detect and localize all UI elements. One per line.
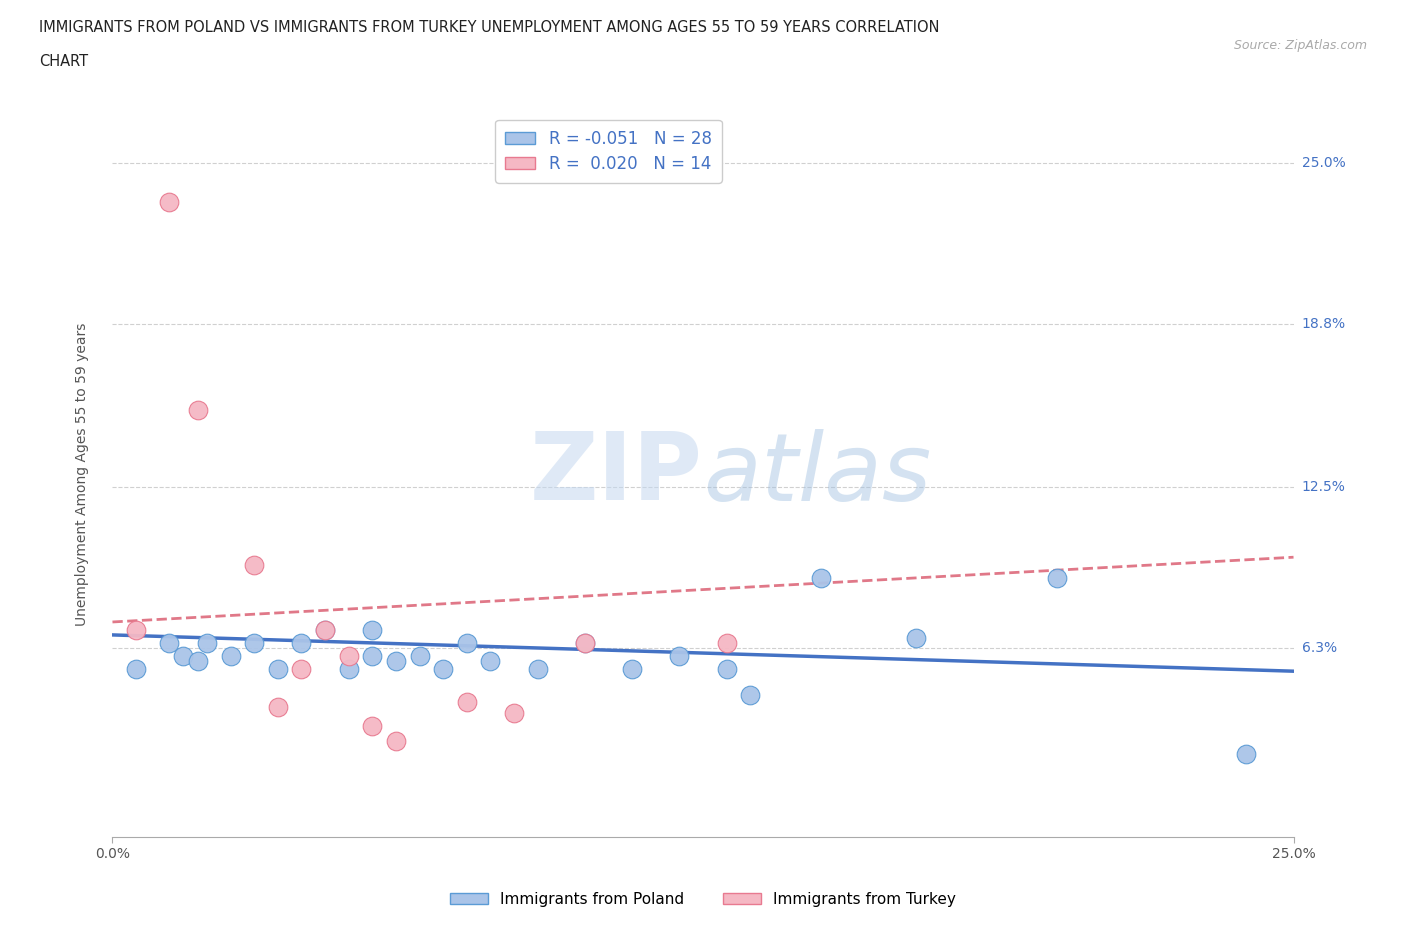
Point [361,622,384,637]
Point [668,648,690,663]
Point [243,635,266,650]
Point [186,654,208,669]
Text: 12.5%: 12.5% [1302,480,1346,494]
Text: 6.3%: 6.3% [1302,641,1337,655]
Text: IMMIGRANTS FROM POLAND VS IMMIGRANTS FROM TURKEY UNEMPLOYMENT AMONG AGES 55 TO 5: IMMIGRANTS FROM POLAND VS IMMIGRANTS FRO… [39,20,939,35]
Point [243,558,266,573]
Point [385,734,408,749]
Point [503,705,526,720]
Point [740,687,762,702]
Point [408,648,430,663]
Point [290,661,312,676]
Legend: Immigrants from Poland, Immigrants from Turkey: Immigrants from Poland, Immigrants from … [444,886,962,913]
Text: Source: ZipAtlas.com: Source: ZipAtlas.com [1233,39,1367,52]
Text: CHART: CHART [39,54,89,69]
Point [172,648,194,663]
Point [157,635,180,650]
Point [456,695,478,710]
Point [267,700,290,715]
Point [337,648,360,663]
Text: 18.8%: 18.8% [1302,317,1346,331]
Point [479,654,502,669]
Point [456,635,478,650]
Point [1234,747,1257,762]
Point [810,570,832,585]
Point [904,631,927,645]
Y-axis label: Unemployment Among Ages 55 to 59 years: Unemployment Among Ages 55 to 59 years [75,323,89,626]
Point [574,635,596,650]
Point [432,661,454,676]
Point [716,661,738,676]
Point [314,622,336,637]
Point [186,402,208,417]
Point [361,648,384,663]
Point [716,635,738,650]
Point [314,622,336,637]
Point [157,195,180,210]
Text: 25.0%: 25.0% [1302,156,1346,170]
Point [195,635,218,650]
Point [125,622,148,637]
Point [621,661,644,676]
Text: ZIP: ZIP [530,429,703,520]
Point [574,635,596,650]
Text: atlas: atlas [703,429,931,520]
Point [526,661,548,676]
Point [125,661,148,676]
Point [337,661,360,676]
Point [290,635,312,650]
Point [1046,570,1069,585]
Point [219,648,242,663]
Legend: R = -0.051   N = 28, R =  0.020   N = 14: R = -0.051 N = 28, R = 0.020 N = 14 [495,120,721,182]
Point [361,718,384,733]
Point [385,654,408,669]
Point [267,661,290,676]
